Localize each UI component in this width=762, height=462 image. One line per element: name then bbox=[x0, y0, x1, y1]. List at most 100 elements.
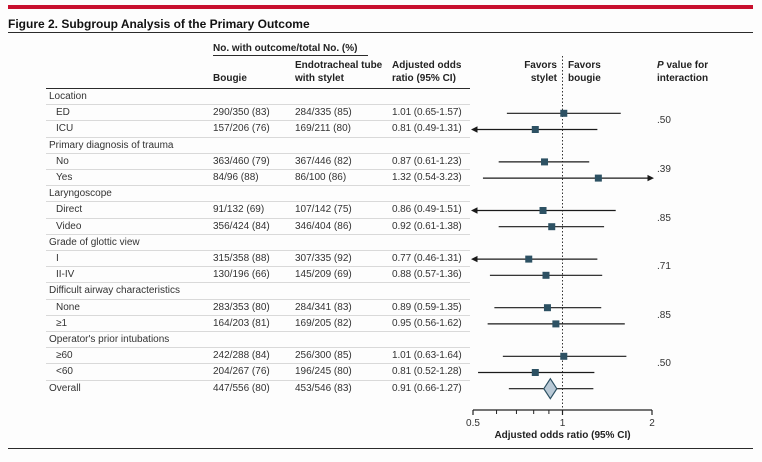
row-label: Video bbox=[56, 220, 82, 232]
table-row: ≥1 164/203 (81) 169/205 (82) 0.95 (0.56-1.6… bbox=[46, 316, 470, 332]
pvalue-header-line2: interaction bbox=[657, 73, 709, 84]
favors-stylet-line1: Favors bbox=[524, 60, 557, 71]
stylet-value: 86/100 (86) bbox=[295, 172, 347, 183]
stylet-value: 307/335 (92) bbox=[295, 253, 352, 264]
interaction-p-value: .85 bbox=[657, 212, 671, 224]
favors-bougie-label: Favors bougie bbox=[568, 59, 601, 85]
or-ci-value: 0.95 (0.56-1.62) bbox=[392, 317, 462, 329]
stylet-column-header: Endotracheal tube with stylet bbox=[295, 59, 382, 85]
or-column-header: Adjusted odds ratio (95% CI) bbox=[392, 59, 461, 85]
stylet-column-header-line2: with stylet bbox=[295, 73, 344, 84]
x-tick-label: 1 bbox=[560, 418, 566, 429]
or-square-marker bbox=[560, 352, 568, 360]
or-ci-value: 0.77 (0.46-1.31) bbox=[392, 253, 462, 264]
table-row: No 363/460 (79) 367/446 (82) 0.87 (0.61-1.2… bbox=[46, 154, 470, 170]
favors-stylet-line2: stylet bbox=[530, 73, 557, 84]
row-label: Difficult airway characteristics bbox=[49, 285, 180, 297]
stylet-value: 145/209 (69) bbox=[295, 269, 352, 281]
bougie-column-header: Bougie bbox=[213, 73, 247, 84]
or-square-marker bbox=[542, 271, 550, 279]
bougie-value: 447/556 (80) bbox=[213, 382, 270, 394]
or-ci-value: 0.91 (0.66-1.27) bbox=[392, 382, 462, 394]
table-row: II-IV 130/196 (66) 145/209 (69) 0.88 (0.57-… bbox=[46, 267, 470, 284]
or-ci-value: 0.92 (0.61-1.38) bbox=[392, 220, 462, 232]
or-column-header-line2: ratio (95% CI) bbox=[392, 73, 456, 84]
table-row: ED 290/350 (83) 284/335 (85) 1.01 (0.65-1.5… bbox=[46, 105, 470, 122]
overall-diamond-marker bbox=[543, 377, 558, 400]
bougie-value: 356/424 (84) bbox=[213, 220, 270, 232]
table-row: Yes 84/96 (88) 86/100 (86) 1.32 (0.54-3.23) bbox=[46, 170, 470, 187]
row-label: Operator's prior intubations bbox=[49, 334, 170, 345]
interaction-p-value: .50 bbox=[657, 358, 671, 370]
bougie-value: 290/350 (83) bbox=[213, 107, 270, 119]
row-label: ≥1 bbox=[56, 317, 68, 329]
or-square-marker bbox=[541, 158, 549, 166]
bougie-value: 242/288 (84) bbox=[213, 350, 270, 362]
or-ci-value: 0.86 (0.49-1.51) bbox=[392, 204, 462, 216]
ci-arrow-right bbox=[647, 174, 654, 182]
table-row: I 315/358 (88) 307/335 (92) 0.77 (0.46-1.31… bbox=[46, 251, 470, 268]
outcome-columns-underline bbox=[213, 55, 368, 56]
row-label: I bbox=[56, 253, 59, 264]
stylet-value: 346/404 (86) bbox=[295, 220, 352, 232]
or-square-marker bbox=[539, 207, 547, 214]
row-label: Grade of glottic view bbox=[49, 236, 140, 248]
x-tick-label: 0.5 bbox=[466, 418, 480, 429]
stylet-value: 107/142 (75) bbox=[295, 204, 352, 216]
row-label: ≥60 bbox=[56, 350, 73, 362]
bottom-divider bbox=[8, 448, 753, 449]
or-ci-value: 0.89 (0.59-1.35) bbox=[392, 301, 462, 313]
favors-bougie-line1: Favors bbox=[568, 60, 601, 71]
favors-stylet-label: Favors stylet bbox=[487, 59, 557, 85]
table-row: Overall 447/556 (80) 453/546 (83) 0.91 (0.6… bbox=[46, 381, 470, 397]
or-ci-value: 0.87 (0.61-1.23) bbox=[392, 155, 462, 167]
section-row: Difficult airway characteristics bbox=[46, 283, 470, 300]
bougie-value: 91/132 (69) bbox=[213, 204, 265, 216]
or-square-marker bbox=[552, 320, 560, 328]
section-row: Location bbox=[46, 89, 470, 106]
stylet-value: 196/245 (80) bbox=[295, 366, 352, 378]
stylet-value: 284/335 (85) bbox=[295, 107, 352, 119]
bougie-value: 164/203 (81) bbox=[213, 317, 270, 329]
ci-arrow-left bbox=[471, 126, 478, 133]
ci-arrow-left bbox=[471, 255, 478, 263]
or-ci-value: 0.81 (0.52-1.28) bbox=[392, 366, 462, 378]
bougie-value: 130/196 (66) bbox=[213, 269, 270, 281]
row-label: ICU bbox=[56, 123, 74, 135]
or-square-marker bbox=[525, 255, 533, 263]
interaction-p-value: .50 bbox=[657, 115, 671, 127]
stylet-value: 453/546 (83) bbox=[295, 382, 352, 394]
interaction-p-value: .85 bbox=[657, 309, 671, 321]
x-tick-label: 2 bbox=[649, 418, 655, 429]
or-square-marker bbox=[560, 109, 568, 117]
row-label: Location bbox=[49, 91, 87, 102]
table-row: Direct 91/132 (69) 107/142 (75) 0.86 (0.49-… bbox=[46, 202, 470, 219]
bougie-value: 315/358 (88) bbox=[213, 253, 270, 264]
section-row: Laryngoscope bbox=[46, 186, 470, 203]
or-ci-value: 1.32 (0.54-3.23) bbox=[392, 172, 462, 183]
figure-title: Figure 2. Subgroup Analysis of the Prima… bbox=[8, 17, 310, 31]
table-row: None 283/353 (80) 284/341 (83) 0.89 (0.59-1… bbox=[46, 300, 470, 316]
row-label: Primary diagnosis of trauma bbox=[49, 139, 174, 151]
section-row: Grade of glottic view bbox=[46, 235, 470, 251]
row-label: II-IV bbox=[56, 269, 75, 281]
stylet-value: 367/446 (82) bbox=[295, 155, 352, 167]
or-square-marker bbox=[594, 174, 602, 182]
or-ci-value: 1.01 (0.63-1.64) bbox=[392, 350, 462, 362]
section-row: Operator's prior intubations bbox=[46, 332, 470, 349]
interaction-p-value: .71 bbox=[657, 261, 671, 273]
ci-arrow-left bbox=[471, 207, 478, 214]
stylet-value: 169/205 (82) bbox=[295, 317, 352, 329]
table-row: <60 204/267 (76) 196/245 (80) 0.81 (0.52-1.… bbox=[46, 364, 470, 381]
or-square-marker bbox=[531, 126, 539, 133]
row-label: <60 bbox=[56, 366, 73, 378]
or-square-marker bbox=[548, 223, 556, 231]
table-row: ≥60 242/288 (84) 256/300 (85) 1.01 (0.63-1.… bbox=[46, 348, 470, 365]
stylet-value: 284/341 (83) bbox=[295, 301, 352, 313]
row-label: Laryngoscope bbox=[49, 188, 112, 200]
header-divider bbox=[46, 88, 470, 89]
row-label: Overall bbox=[49, 382, 81, 394]
bougie-value: 363/460 (79) bbox=[213, 155, 270, 167]
